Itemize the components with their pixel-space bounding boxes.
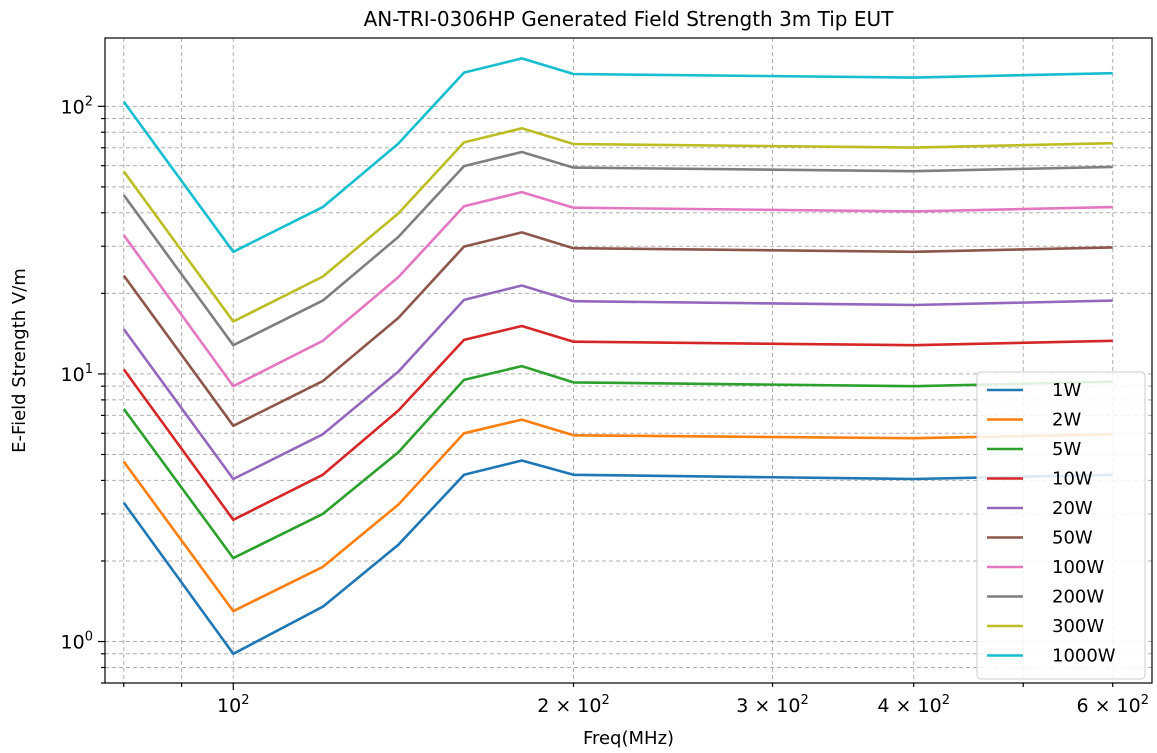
legend-label: 50W (1052, 528, 1093, 549)
y-tick-label: 102 (61, 94, 93, 118)
legend-label: 2W (1052, 410, 1081, 431)
y-tick-label: 101 (61, 362, 93, 386)
ticks: 102 2 × 102 3 × 102 4 × 102 6 × 102 100 101 102 (61, 94, 1149, 717)
x-tick-label: 102 (217, 693, 249, 717)
series-line-50W (122, 231, 1113, 428)
legend-label: 5W (1052, 439, 1081, 460)
series-line-10W (122, 324, 1113, 522)
series-line-20W (122, 284, 1113, 481)
series-line-100W (122, 190, 1113, 388)
series-line-2W (122, 418, 1113, 613)
plot-frame (104, 37, 1153, 684)
series-line-1000W (122, 57, 1113, 254)
x-tick-label: 2 × 102 (537, 693, 610, 717)
y-axis-label: E-Field Strength V/m (9, 268, 30, 453)
legend-label: 200W (1052, 587, 1104, 608)
x-tick-label: 4 × 102 (877, 693, 950, 717)
legend-label: 1000W (1052, 646, 1116, 667)
axes (104, 37, 1153, 684)
chart-title: AN-TRI-0306HP Generated Field Strength 3… (364, 7, 895, 31)
series-line-1W (122, 459, 1113, 656)
legend-label: 100W (1052, 557, 1104, 578)
y-tick-label: 100 (61, 630, 93, 654)
series-line-300W (122, 127, 1113, 323)
legend-label: 20W (1052, 498, 1093, 519)
x-tick-label: 6 × 102 (1076, 693, 1149, 717)
series-line-5W (122, 364, 1113, 560)
legend-label: 300W (1052, 616, 1104, 637)
x-tick-label: 3 × 102 (736, 693, 809, 717)
legend: 1W 2W 5W 10W 20W 50W 100W 200W 300W 1000W (976, 371, 1146, 680)
legend-label: 10W (1052, 469, 1093, 490)
legend-label: 1W (1052, 380, 1081, 401)
x-axis-label: Freq(MHz) (583, 728, 674, 749)
series-lines (122, 57, 1113, 656)
series-line-200W (122, 150, 1113, 347)
